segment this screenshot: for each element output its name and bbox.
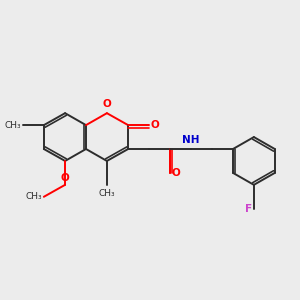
Text: O: O	[103, 99, 111, 109]
Text: O: O	[151, 120, 159, 130]
Text: CH₃: CH₃	[26, 192, 42, 201]
Text: F: F	[245, 204, 252, 214]
Text: CH₃: CH₃	[99, 189, 115, 198]
Text: CH₃: CH₃	[4, 121, 21, 130]
Text: NH: NH	[182, 135, 200, 145]
Text: O: O	[172, 168, 180, 178]
Text: O: O	[61, 173, 70, 183]
